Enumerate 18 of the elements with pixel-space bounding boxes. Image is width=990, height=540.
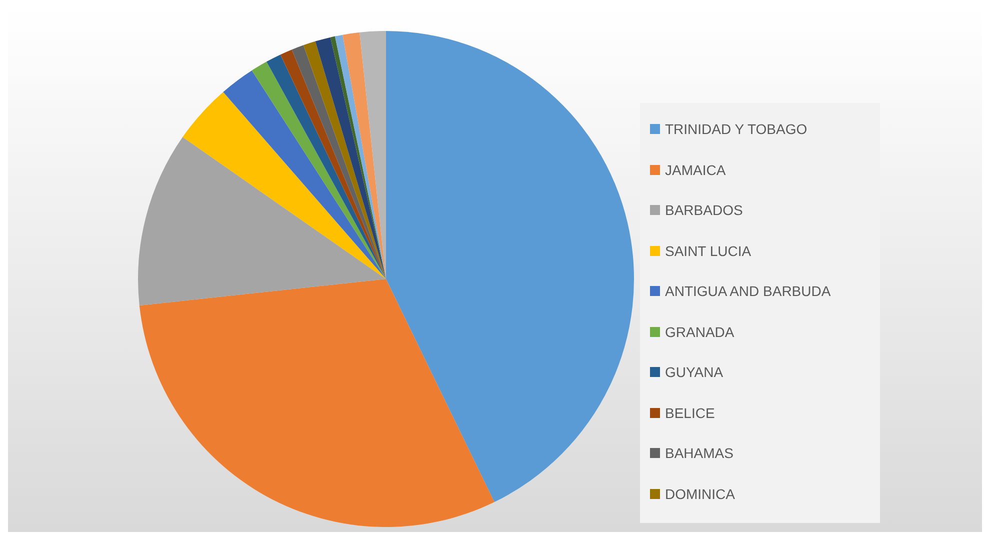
pie-slice — [386, 31, 634, 502]
pie-slice — [138, 137, 386, 306]
pie-slice — [342, 32, 386, 279]
pie-slice — [315, 37, 386, 279]
pie-slice — [139, 279, 494, 527]
pie-slice — [182, 92, 386, 279]
legend-label: ANTIGUA AND BARBUDA — [664, 282, 832, 302]
pie-slice — [360, 31, 386, 279]
legend-label: TRINIDAD Y TOBAGO — [664, 120, 808, 140]
legend-label: BELICE — [664, 404, 716, 423]
legend-label: GRANADA — [664, 322, 736, 342]
pie-slice — [223, 70, 386, 279]
legend-label: GUYANA — [664, 363, 724, 382]
legend-label: DOMINICA — [664, 484, 736, 504]
legend-label: JAMAICA — [664, 160, 727, 180]
legend-label: BARBADOS — [664, 201, 744, 220]
legend-label: BAHAMAS — [664, 444, 734, 464]
legend-label: SAINT LUCIA — [664, 242, 752, 261]
